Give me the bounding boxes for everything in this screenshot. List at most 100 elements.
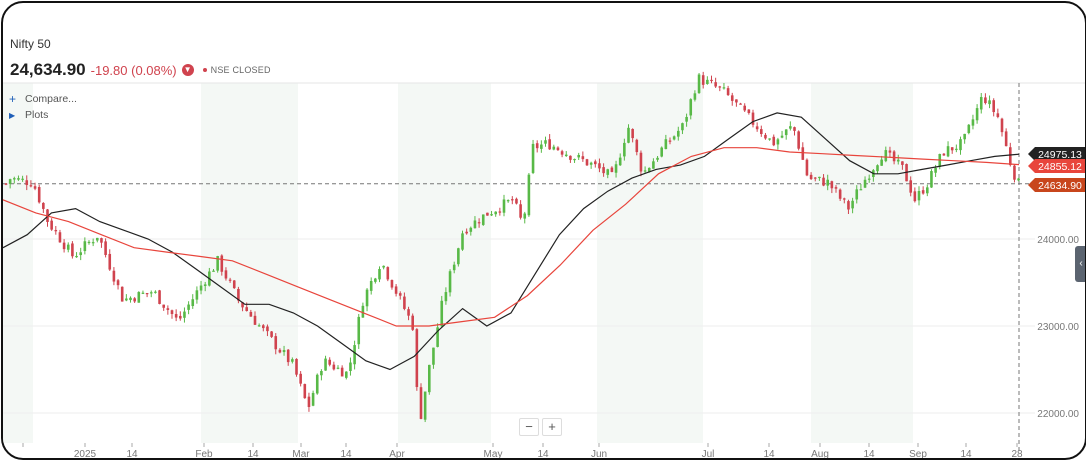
- candle-body: [154, 291, 157, 293]
- candle-body: [697, 74, 701, 94]
- candle-body: [1009, 147, 1012, 166]
- candle-body: [336, 367, 340, 369]
- market-status-dot: [202, 68, 207, 72]
- candle-body: [390, 279, 394, 288]
- price-chart[interactable]: 24000.00 23000.00 22000.00 2025 14 Feb 14 Mar 1…: [3, 3, 1085, 458]
- candle-body: [253, 315, 257, 325]
- candle-body: [286, 349, 290, 363]
- plus-icon: +: [9, 92, 17, 106]
- x-tick-label: Jun: [591, 449, 607, 458]
- candle-body: [643, 170, 647, 172]
- price-marker-badge: [1028, 147, 1085, 161]
- candle-body: [357, 316, 361, 345]
- candle-body: [332, 364, 336, 370]
- candle-body: [220, 255, 224, 272]
- candle-body: [847, 201, 850, 210]
- candle-body: [448, 271, 452, 293]
- candle-body: [394, 286, 398, 294]
- candle-body: [440, 300, 444, 327]
- candle-body: [299, 373, 302, 384]
- price-marker: 24855.12: [1028, 159, 1085, 173]
- candle-body: [303, 384, 307, 399]
- chevron-left-icon[interactable]: ‹: [1075, 246, 1085, 282]
- candle-body: [494, 211, 497, 215]
- price-marker-label: 24855.12: [1038, 161, 1082, 173]
- x-tick-label: 14: [126, 449, 138, 458]
- candle-body: [552, 146, 556, 150]
- zoom-in-button[interactable]: +: [542, 418, 562, 436]
- candle-body: [1000, 118, 1004, 133]
- candle-body: [461, 233, 464, 250]
- candle-body: [91, 242, 95, 244]
- candle-body: [772, 136, 776, 146]
- candle-body: [432, 347, 435, 365]
- candle-body: [706, 79, 709, 85]
- candle-body: [834, 187, 838, 189]
- zoom-out-button[interactable]: −: [519, 418, 539, 436]
- candle-body: [531, 143, 535, 173]
- candle-body: [170, 310, 174, 315]
- candle-body: [295, 358, 298, 375]
- candle-body: [971, 119, 975, 126]
- candle-body: [21, 178, 24, 180]
- candle-body: [809, 174, 813, 180]
- plots-button[interactable]: ▶ Plots: [9, 109, 48, 121]
- price-row: 24,634.90 -19.80 (0.08%) ▼ NSE CLOSED: [10, 60, 271, 80]
- candle-body: [120, 286, 124, 302]
- x-tick-label: 14: [340, 449, 352, 458]
- candle-body: [569, 155, 572, 160]
- candle-body: [573, 158, 576, 161]
- candle-body: [116, 280, 120, 286]
- candle-body: [959, 139, 962, 151]
- candle-body: [776, 139, 780, 145]
- triangle-right-icon: ▶: [9, 110, 16, 120]
- candle-body: [942, 153, 946, 156]
- candle-body: [490, 214, 493, 216]
- candle-body: [710, 79, 713, 82]
- candle-body: [249, 311, 253, 317]
- candle-body: [174, 314, 178, 318]
- candle-body: [930, 171, 933, 188]
- candle-body: [398, 293, 402, 296]
- candle-body: [311, 392, 315, 406]
- x-tick-label: 14: [537, 449, 549, 458]
- candle-body: [618, 157, 622, 166]
- candle-body: [780, 135, 784, 138]
- compare-label: Compare...: [25, 93, 77, 105]
- candle-body: [4, 183, 8, 185]
- candle-body: [245, 307, 248, 311]
- candle-body: [149, 292, 153, 294]
- candle-body: [378, 269, 381, 280]
- x-tick-label: Aug: [811, 449, 829, 458]
- candle-body: [963, 133, 966, 140]
- plots-label: Plots: [25, 109, 49, 121]
- candle-body: [266, 326, 269, 332]
- price-marker-label: 24634.90: [1038, 180, 1082, 192]
- candle-body: [469, 227, 473, 232]
- candle-body: [403, 296, 406, 309]
- price-marker-badge: [1028, 159, 1085, 173]
- compare-button[interactable]: + Compare...: [9, 92, 77, 106]
- candle-body: [581, 156, 585, 160]
- candle-body: [79, 252, 82, 256]
- candle-body: [598, 163, 601, 169]
- candle-body: [921, 190, 925, 194]
- candle-body: [685, 116, 688, 122]
- candle-body: [589, 162, 593, 165]
- price-marker: 24975.13: [1028, 147, 1085, 161]
- candle-body: [369, 280, 373, 291]
- candle-body: [639, 152, 643, 172]
- price-marker-label: 24975.13: [1038, 149, 1082, 161]
- candle-body: [166, 308, 170, 310]
- candle-body: [996, 113, 1000, 117]
- candle-body: [465, 231, 468, 234]
- candle-body: [199, 285, 203, 291]
- candle-body: [17, 178, 20, 180]
- candle-body: [855, 189, 859, 200]
- candle-body: [585, 159, 589, 166]
- month-band: [398, 83, 491, 443]
- candle-body: [407, 309, 410, 316]
- candle-body: [623, 142, 626, 157]
- candle-body: [104, 241, 107, 255]
